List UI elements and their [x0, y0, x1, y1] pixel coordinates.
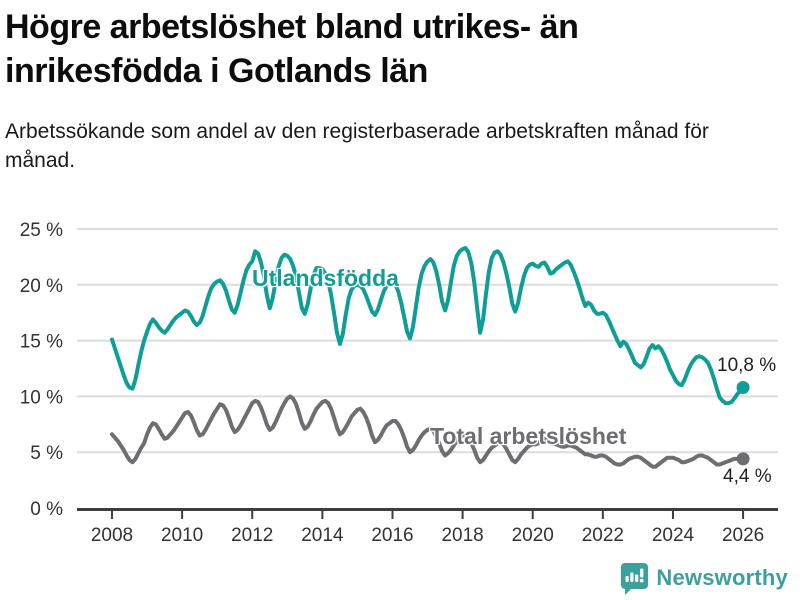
newsworthy-logo: Newsworthy	[620, 560, 788, 596]
y-tick-label: 5 %	[30, 443, 63, 464]
x-tick-label: 2020	[512, 525, 554, 546]
y-tick-label: 25 %	[20, 220, 63, 241]
y-tick-label: 0 %	[30, 499, 63, 520]
x-tick-label: 2018	[441, 525, 483, 546]
x-tick-label: 2022	[582, 525, 624, 546]
y-tick-label: 10 %	[20, 387, 63, 408]
series-label-utlandsfodda: Utlandsfödda	[252, 265, 399, 291]
series-line-utlandsfodda	[110, 246, 746, 406]
y-tick-label: 15 %	[20, 332, 63, 353]
x-tick-label: 2008	[91, 525, 133, 546]
x-tick-label: 2014	[301, 525, 344, 546]
series-label-total-arbetsloshet: Total arbetslöshet	[430, 423, 627, 449]
end-value-total: 4,4 %	[723, 466, 772, 487]
end-value-utlandsfodda: 10,8 %	[717, 355, 777, 376]
x-tick-label: 2016	[371, 525, 413, 546]
x-tick-label: 2024	[652, 525, 695, 546]
x-tick-label: 2012	[231, 525, 273, 546]
chart-subtitle: Arbetssökande som andel av den registerb…	[5, 120, 709, 172]
x-tick-label: 2010	[161, 525, 203, 546]
newsworthy-wordmark: Newsworthy	[656, 565, 788, 590]
series-line-total	[110, 394, 746, 469]
y-tick-label: 20 %	[20, 276, 63, 297]
series-end-dot	[736, 452, 750, 466]
chart-title: Högre arbetslöshet bland utrikes- än inr…	[5, 8, 579, 90]
newsworthy-chart-bubble-icon	[621, 562, 649, 595]
x-tick-label: 2026	[722, 525, 764, 546]
series-end-dot	[736, 380, 750, 394]
